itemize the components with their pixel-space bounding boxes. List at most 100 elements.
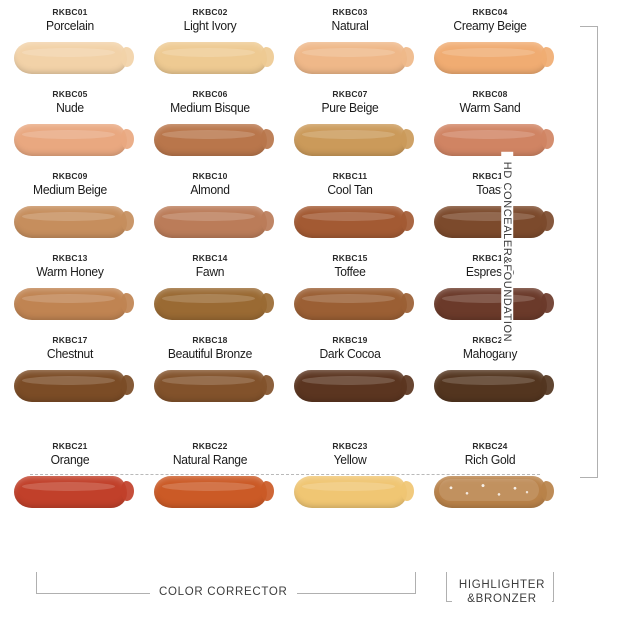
swatch-code: RKBC18 xyxy=(192,335,228,345)
swatch-cell-rkbc01[interactable]: RKBC01 Porcelain xyxy=(0,0,140,82)
swatch-wrapper xyxy=(420,362,560,410)
swatch-cell-rkbc04[interactable]: RKBC04 Creamy Beige xyxy=(420,0,560,82)
swatch-color-rkbc19[interactable] xyxy=(293,370,414,402)
swatch-color-rkbc01[interactable] xyxy=(13,42,134,74)
swatch-color-rkbc23[interactable] xyxy=(293,476,414,508)
swatch-cell-rkbc09[interactable]: RKBC09 Medium Beige xyxy=(0,164,140,246)
swatch-wrapper xyxy=(0,468,140,516)
swatch-name: Light Ivory xyxy=(183,18,237,33)
swatch-color-rkbc15[interactable] xyxy=(293,288,414,320)
swatch-color-rkbc21[interactable] xyxy=(13,476,134,508)
swatch-wrapper xyxy=(140,362,280,410)
swatch-code: RKBC02 xyxy=(192,7,228,17)
swatch-wrapper xyxy=(0,362,140,410)
swatch-color-rkbc11[interactable] xyxy=(293,206,414,238)
swatch-row: RKBC05 Nude RKBC06 Medium Bisque RKBC07 Pure … xyxy=(0,82,560,164)
swatch-code: RKBC10 xyxy=(192,171,228,181)
swatch-color-rkbc07[interactable] xyxy=(293,124,414,156)
swatch-code: RKBC13 xyxy=(52,253,88,263)
swatch-color-rkbc09[interactable] xyxy=(13,206,134,238)
swatch-color-rkbc14[interactable] xyxy=(153,288,274,320)
swatch-cell-rkbc22[interactable]: RKBC22 Natural Range xyxy=(140,434,280,516)
swatch-name: Warm Honey xyxy=(36,264,104,279)
swatch-wrapper xyxy=(280,116,420,164)
swatch-wrapper xyxy=(280,362,420,410)
swatch-color-rkbc24[interactable] xyxy=(433,476,554,508)
swatch-wrapper xyxy=(140,468,280,516)
swatch-name: Porcelain xyxy=(46,18,94,33)
swatch-name: Medium Beige xyxy=(33,182,107,197)
swatch-name: Medium Bisque xyxy=(170,100,250,115)
swatch-color-rkbc05[interactable] xyxy=(13,124,134,156)
swatch-color-rkbc18[interactable] xyxy=(153,370,274,402)
hd-concealer-foundation-label: HD CONCEALER&FOUNDATION xyxy=(500,151,513,353)
swatch-color-rkbc16[interactable] xyxy=(433,288,554,320)
swatch-wrapper xyxy=(0,34,140,82)
swatch-cell-rkbc21[interactable]: RKBC21 Orange xyxy=(0,434,140,516)
swatch-code: RKBC04 xyxy=(472,7,508,17)
swatch-name: Espresso xyxy=(465,264,515,279)
swatch-name: Toast xyxy=(476,182,504,197)
swatch-name: Natural xyxy=(331,18,369,33)
swatch-name: Dark Cocoa xyxy=(319,346,381,361)
swatch-code: RKBC21 xyxy=(52,441,88,451)
swatch-color-rkbc10[interactable] xyxy=(153,206,274,238)
swatch-color-rkbc03[interactable] xyxy=(293,42,414,74)
swatch-code: RKBC03 xyxy=(332,7,368,17)
swatch-cell-rkbc20[interactable]: RKBC20 Mahogany xyxy=(420,328,560,410)
swatch-name: Almond xyxy=(190,182,230,197)
swatch-cell-rkbc05[interactable]: RKBC05 Nude xyxy=(0,82,140,164)
swatch-name: Natural Range xyxy=(172,452,248,467)
swatch-cell-rkbc23[interactable]: RKBC23 Yellow xyxy=(280,434,420,516)
swatch-color-rkbc17[interactable] xyxy=(13,370,134,402)
swatch-row: RKBC13 Warm Honey RKBC14 Fawn RKBC15 Toffee RK… xyxy=(0,246,560,328)
swatch-code: RKBC07 xyxy=(332,89,368,99)
swatch-cell-rkbc02[interactable]: RKBC02 Light Ivory xyxy=(140,0,280,82)
swatch-cell-rkbc16[interactable]: RKBC16 Espresso xyxy=(420,246,560,328)
swatch-color-rkbc02[interactable] xyxy=(153,42,274,74)
swatch-cell-rkbc10[interactable]: RKBC10 Almond xyxy=(140,164,280,246)
swatch-wrapper xyxy=(140,198,280,246)
swatch-cell-rkbc08[interactable]: RKBC08 Warm Sand xyxy=(420,82,560,164)
swatch-row: RKBC17 Chestnut RKBC18 Beautiful Bronze RKBC… xyxy=(0,328,560,410)
swatch-code: RKBC24 xyxy=(472,441,508,451)
swatch-color-rkbc04[interactable] xyxy=(433,42,554,74)
swatch-grid: RKBC01 Porcelain RKBC02 Light Ivory RKBC03 Na… xyxy=(0,0,560,516)
swatch-cell-rkbc14[interactable]: RKBC14 Fawn xyxy=(140,246,280,328)
swatch-color-rkbc20[interactable] xyxy=(433,370,554,402)
swatch-cell-rkbc06[interactable]: RKBC06 Medium Bisque xyxy=(140,82,280,164)
swatch-cell-rkbc18[interactable]: RKBC18 Beautiful Bronze xyxy=(140,328,280,410)
swatch-wrapper xyxy=(420,280,560,328)
swatch-code: RKBC06 xyxy=(192,89,228,99)
swatch-name: Orange xyxy=(50,452,90,467)
swatch-cell-rkbc12[interactable]: RKBC12 Toast xyxy=(420,164,560,246)
swatch-cell-rkbc15[interactable]: RKBC15 Toffee xyxy=(280,246,420,328)
swatch-color-rkbc06[interactable] xyxy=(153,124,274,156)
swatch-color-rkbc13[interactable] xyxy=(13,288,134,320)
swatch-cell-rkbc24[interactable]: RKBC24 Rich Gold xyxy=(420,434,560,516)
swatch-wrapper xyxy=(0,116,140,164)
swatch-wrapper xyxy=(280,280,420,328)
swatch-color-rkbc22[interactable] xyxy=(153,476,274,508)
highlighter-bronzer-label-line2: &BRONZER xyxy=(467,593,537,605)
swatch-color-rkbc08[interactable] xyxy=(433,124,554,156)
swatch-cell-rkbc19[interactable]: RKBC19 Dark Cocoa xyxy=(280,328,420,410)
swatch-name: Yellow xyxy=(333,452,367,467)
swatch-name: Beautiful Bronze xyxy=(167,346,253,361)
swatch-name: Cool Tan xyxy=(327,182,373,197)
swatch-cell-rkbc17[interactable]: RKBC17 Chestnut xyxy=(0,328,140,410)
swatch-name: Fawn xyxy=(195,264,225,279)
swatch-cell-rkbc03[interactable]: RKBC03 Natural xyxy=(280,0,420,82)
swatch-cell-rkbc07[interactable]: RKBC07 Pure Beige xyxy=(280,82,420,164)
swatch-wrapper xyxy=(0,280,140,328)
swatch-wrapper xyxy=(420,468,560,516)
swatch-name: Rich Gold xyxy=(464,452,516,467)
swatch-code: RKBC16 xyxy=(472,253,508,263)
swatch-color-rkbc12[interactable] xyxy=(433,206,554,238)
swatch-code: RKBC14 xyxy=(192,253,228,263)
swatch-cell-rkbc13[interactable]: RKBC13 Warm Honey xyxy=(0,246,140,328)
swatch-code: RKBC15 xyxy=(332,253,368,263)
hd-concealer-foundation-bracket: HD CONCEALER&FOUNDATION xyxy=(500,26,598,478)
swatch-cell-rkbc11[interactable]: RKBC11 Cool Tan xyxy=(280,164,420,246)
